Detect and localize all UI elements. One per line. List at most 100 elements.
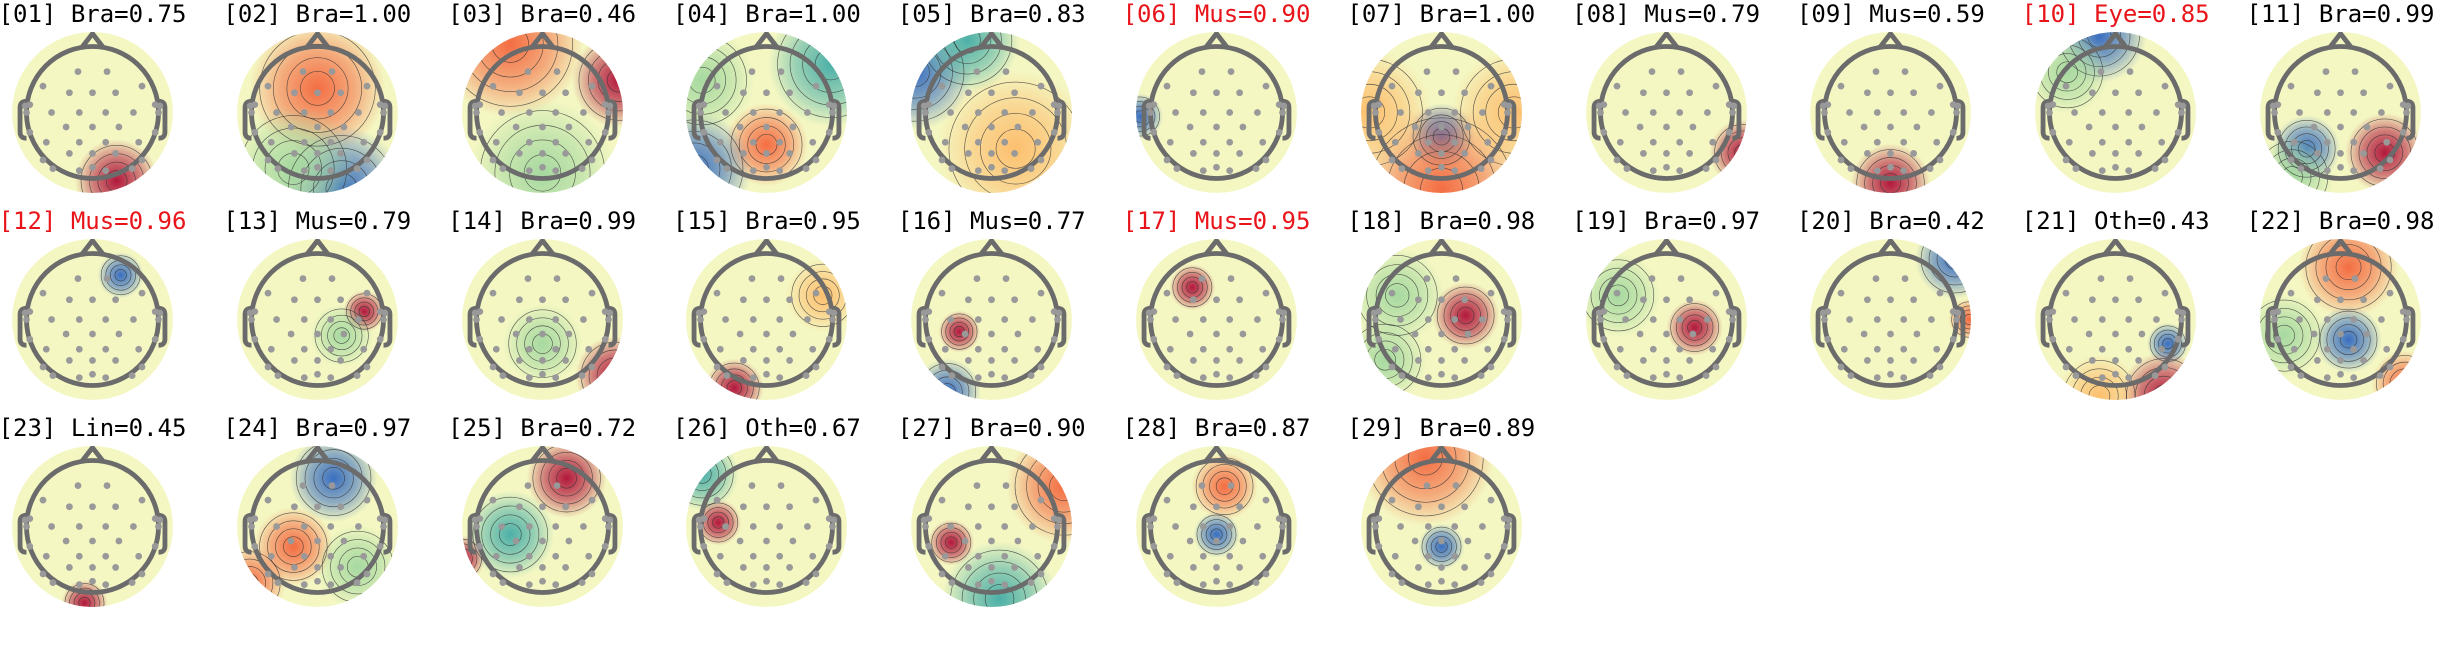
topomap [686,32,848,193]
electrode [604,523,612,530]
topomap [236,32,398,193]
electrode [264,570,272,578]
electrode [965,89,972,97]
component-title: [08] Mus=0.79 [1572,0,1761,28]
electrode [1675,167,1683,174]
electrode [1821,316,1829,323]
electrode [1423,68,1431,75]
electrode [697,523,705,530]
electrode [538,123,546,131]
electrode [813,156,820,164]
electrode [1398,165,1406,172]
electrode [1636,330,1644,338]
electrode [1649,316,1657,323]
electrode [1451,167,1458,174]
electrode [804,523,812,530]
electrode [786,564,794,571]
field-blob [468,99,616,193]
electrode [1451,109,1458,116]
electrode [1262,363,1270,371]
electrode [1728,316,1736,323]
electrode [1505,516,1513,524]
electrode [1054,316,1062,323]
electrode [948,165,956,172]
electrode [1689,123,1696,131]
electrode [1001,109,1009,116]
electrode [1262,156,1270,164]
contour-line [2319,310,2378,369]
electrode [789,330,797,338]
electrode [2062,156,2070,164]
electrode [804,109,812,116]
electrode [2287,156,2295,164]
electrode [327,316,334,323]
electrode [290,89,298,97]
electrode [2297,372,2305,379]
electrode [813,570,820,578]
electrode [272,523,280,530]
electrode [525,523,533,530]
electrode [1623,372,1630,379]
electrode [1254,523,1261,530]
electrode [300,109,308,116]
electrode [2125,316,2133,323]
component-title: [13] Mus=0.79 [223,207,412,235]
electrode [512,537,520,545]
electrode [2071,316,2079,323]
electrode [525,138,533,146]
electrode [763,163,771,171]
electrode [472,109,480,116]
electrode [2125,345,2133,353]
electrode [1002,68,1010,75]
electrode [2386,289,2394,297]
electrode [2097,68,2105,75]
electrode [740,150,748,157]
electrode [2158,345,2166,353]
electrode [313,150,321,157]
contour-line [941,313,978,350]
topomap-component: [02] Bra=1.00 [223,0,425,200]
electrode [1001,374,1009,381]
electrode [1846,316,1854,323]
electrode [778,482,785,489]
electrode [1838,156,1845,164]
electrode [1236,89,1243,97]
electrode [2151,372,2159,379]
electrode [561,357,569,364]
electrode [1396,109,1404,116]
contour-line [461,548,473,570]
electrode [538,357,546,364]
electrode [489,496,496,504]
electrode [1461,357,1468,364]
electrode [489,570,496,578]
electrode [287,123,295,131]
electrode [722,316,730,323]
electrode [789,123,797,131]
electrode [988,163,996,171]
electrode [75,167,83,174]
electrode [2383,138,2391,146]
electrode [75,345,83,353]
electrode [313,163,321,171]
electrode [1027,579,1035,586]
electrode [135,552,143,560]
electrode [975,109,982,116]
electrode [1011,564,1019,571]
electrode [525,167,533,174]
electrode [2161,289,2169,297]
electrode [604,109,612,116]
electrode [103,68,111,75]
electrode [1375,542,1382,550]
topomap-component: [03] Bra=0.46 [448,0,650,200]
electrode [1500,335,1508,343]
electrode [2290,345,2298,353]
topomap-component: [01] Bra=0.75 [0,0,200,200]
electrode [1639,296,1647,304]
electrode [538,537,546,545]
electrode [740,503,748,511]
topomap [461,446,623,607]
component-title: [15] Bra=0.95 [672,207,861,235]
electrode [748,68,756,75]
topomap [461,239,623,400]
electrode [1685,150,1693,157]
